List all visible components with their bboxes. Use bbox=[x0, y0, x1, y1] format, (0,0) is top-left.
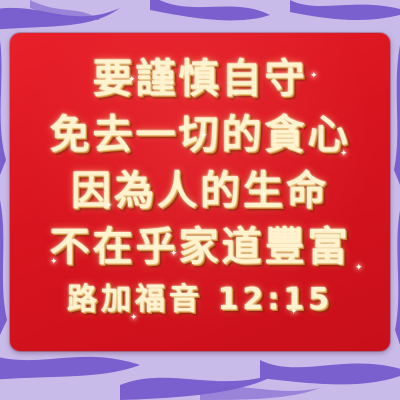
verse-line-1: 要謹慎自守 bbox=[92, 56, 308, 102]
verse-text: 要謹慎自守 免去一切的貪心 因為人的生命 不在乎家道豐富 路加福音 12:15 bbox=[10, 51, 390, 325]
verse-line-4: 不在乎家道豐富 bbox=[49, 224, 351, 270]
verse-line-2: 免去一切的貪心 bbox=[49, 112, 351, 158]
verse-card: 要謹慎自守 免去一切的貪心 因為人的生命 不在乎家道豐富 路加福音 12:15 … bbox=[10, 33, 390, 351]
verse-line-3: 因為人的生命 bbox=[71, 168, 329, 214]
verse-reference: 路加福音 12:15 bbox=[67, 282, 333, 317]
